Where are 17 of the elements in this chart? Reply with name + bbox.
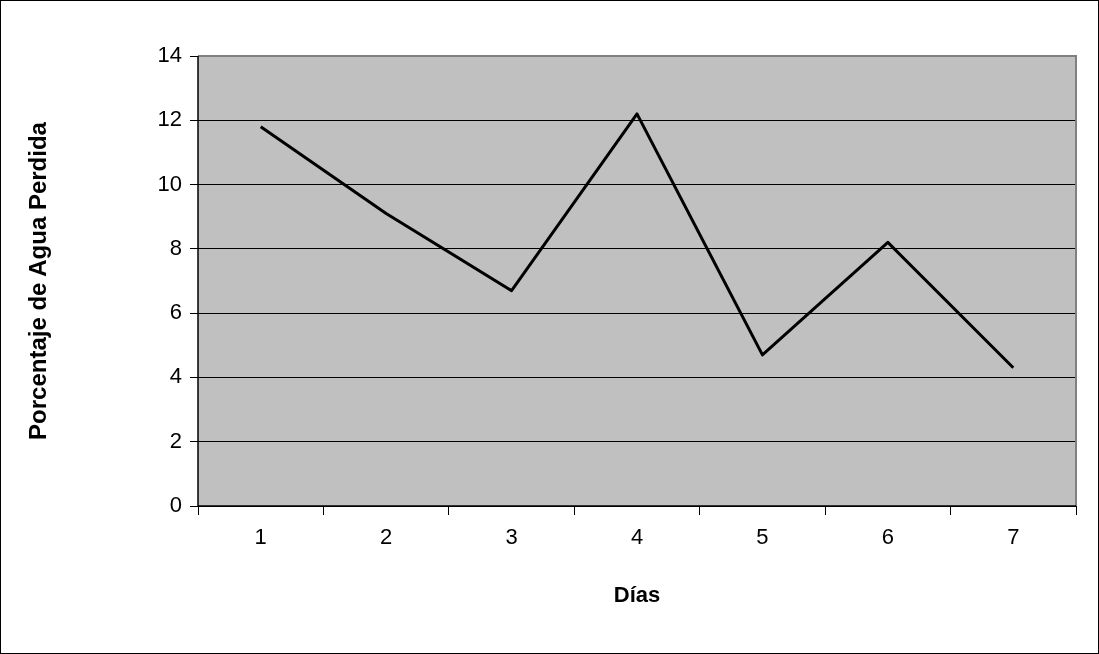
y-tick-label: 2 [169,427,182,453]
y-axis-title: Porcentaje de Agua Perdida [24,121,52,440]
y-tick-label: 8 [169,234,182,260]
y-tick-label: 4 [169,363,182,389]
x-axis-title: Días [613,581,661,607]
x-tick-label: 7 [1007,524,1020,550]
x-tick-label: 5 [756,524,769,550]
x-tick-label: 3 [505,524,518,550]
y-tick-label: 0 [169,492,182,518]
y-tick-label: 6 [169,299,182,325]
y-tick-label: 10 [157,170,182,196]
x-tick-label: 2 [380,524,393,550]
x-tick-label: 4 [630,524,644,550]
y-tick-label: 14 [157,42,182,68]
y-tick-label: 12 [157,106,182,132]
x-tick-label: 1 [254,524,267,550]
x-tick-label: 6 [881,524,894,550]
